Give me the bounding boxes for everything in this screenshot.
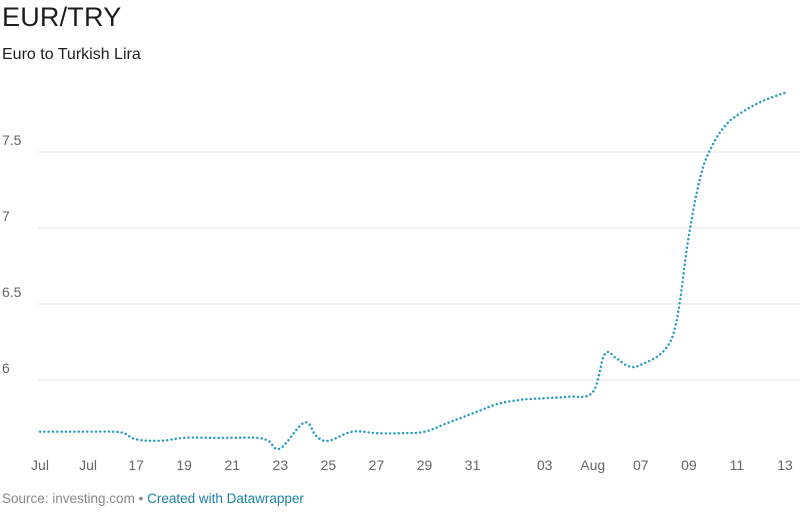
y-tick-label: 7 [2, 208, 10, 224]
source-text: Source: investing.com [2, 491, 135, 506]
series-line [38, 91, 787, 451]
x-tick-label: Jul [79, 457, 97, 473]
y-tick-label: 6 [2, 360, 10, 376]
x-tick-label: 11 [730, 457, 745, 473]
x-tick-label: Jul [31, 457, 49, 473]
chart-footer: Source: investing.com • Created with Dat… [2, 491, 304, 506]
footer-separator: • [138, 491, 144, 506]
x-tick-label: 03 [537, 457, 553, 473]
x-tick-label: 23 [273, 457, 289, 473]
x-tick-label: 07 [633, 457, 649, 473]
x-tick-label: 25 [321, 457, 337, 473]
x-tick-label: 19 [176, 457, 192, 473]
datawrapper-credit-link[interactable]: Created with Datawrapper [147, 491, 304, 506]
chart-title: EUR/TRY [2, 2, 122, 32]
chart-subtitle: Euro to Turkish Lira [2, 46, 141, 63]
x-tick-label: 09 [681, 457, 697, 473]
x-tick-label: 29 [417, 457, 433, 473]
grid-lines [38, 151, 800, 381]
x-tick-label: 27 [369, 457, 385, 473]
x-tick-label: 31 [465, 457, 481, 473]
y-tick-label: 7.5 [2, 132, 22, 148]
x-axis-ticks: Jul Jul 17 19 21 23 25 27 29 31 03 Aug 07 09 11 13 [31, 457, 793, 473]
series-layer [38, 91, 787, 451]
x-tick-label: Aug [580, 457, 605, 473]
x-tick-label: 17 [128, 457, 144, 473]
line-chart: 6 6.5 7 7.5 Jul Jul 17 19 21 23 25 27 29 31 03 Aug 07 09… [2, 91, 800, 473]
x-tick-label: 21 [224, 457, 240, 473]
y-axis-ticks: 6 6.5 7 7.5 [2, 132, 22, 376]
y-tick-label: 6.5 [2, 284, 22, 300]
x-tick-label: 13 [777, 457, 793, 473]
